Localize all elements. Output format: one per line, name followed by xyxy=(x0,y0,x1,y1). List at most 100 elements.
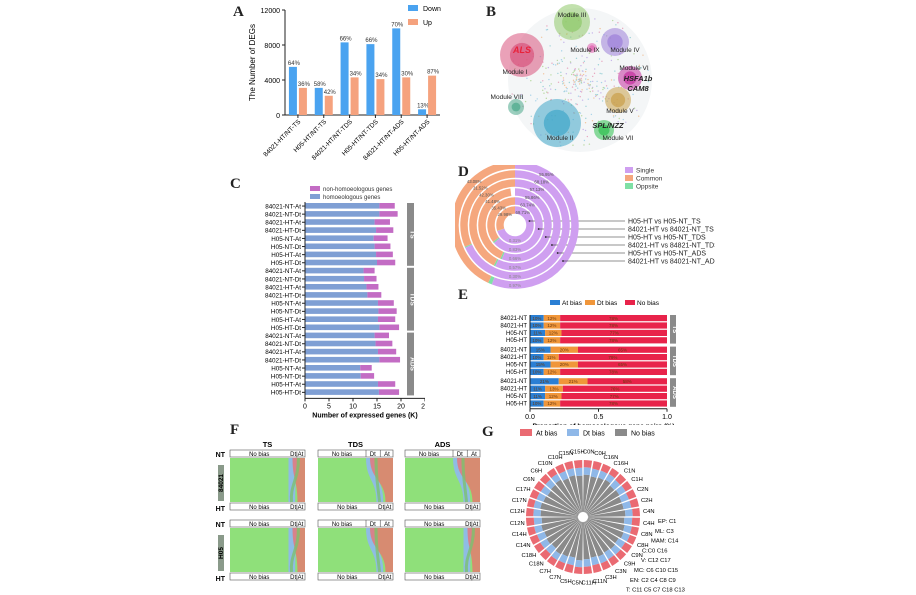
gene-label: SPL/NZZ xyxy=(592,121,624,130)
bar-up xyxy=(324,95,333,115)
y-tick-label: 84021-HT-Dt xyxy=(265,228,301,235)
network-node xyxy=(612,19,614,22)
x-tick-label: 20 xyxy=(397,403,405,410)
network-node xyxy=(600,92,602,94)
network-node xyxy=(520,95,522,97)
bar-segment-at-bias xyxy=(530,400,544,407)
legend-swatch xyxy=(310,186,320,191)
network-node xyxy=(565,86,567,89)
legend-label: Down xyxy=(423,6,441,13)
bar-value-label: 79% xyxy=(608,355,617,360)
category-label: C11N xyxy=(593,579,607,585)
network-node xyxy=(530,80,532,82)
bar-segment-no-bias xyxy=(560,337,667,344)
radial-bar-at-bias xyxy=(555,560,566,571)
module-core xyxy=(543,109,571,137)
module-label: Module II xyxy=(547,135,574,142)
category-label: C3N xyxy=(615,569,627,575)
bar-down xyxy=(366,44,375,115)
network-node xyxy=(542,85,544,88)
network-node xyxy=(577,78,580,81)
network-node xyxy=(584,122,587,124)
network-node xyxy=(571,86,574,88)
node-label-dt: Dt xyxy=(457,452,463,458)
network-node xyxy=(576,87,579,89)
category-label: C15N xyxy=(559,451,574,457)
ring-label: 84021-HT vs 84021-NT_ADS xyxy=(628,259,715,266)
bar-segment xyxy=(305,243,375,250)
x-tick-label: 0.5 xyxy=(594,414,604,421)
category-label: C16N xyxy=(603,455,618,461)
panel-e-stacked-bar-chart: At bias Dt bias No bias 10% 12% 78% 84021-NT 10… xyxy=(500,300,677,425)
leader-dot xyxy=(528,220,531,222)
bar-segment-at-bias xyxy=(530,337,544,344)
radial-bar-dt-bias xyxy=(545,544,556,555)
legend-swatch xyxy=(520,429,532,436)
top-node-bar xyxy=(229,519,306,528)
bar-value-label: 15% xyxy=(536,362,545,367)
radial-bar-at-bias xyxy=(600,463,611,474)
y-tick-label: 84021-NT xyxy=(500,379,527,385)
radial-bar-no-bias xyxy=(555,479,581,514)
network-node xyxy=(554,64,557,66)
network-node xyxy=(524,100,527,103)
category-label: C16H xyxy=(613,461,628,467)
gene-label: HSFA1b xyxy=(624,74,653,83)
category-label: C8N xyxy=(641,532,653,538)
node-label-no-bias: No bias xyxy=(332,452,352,458)
category-label: C12H xyxy=(510,509,525,515)
network-node xyxy=(596,40,598,42)
panel-label-e: E xyxy=(458,287,469,303)
y-tick-label: H05-HT-At xyxy=(271,317,301,324)
network-node xyxy=(610,79,613,81)
category-label: C2H xyxy=(641,498,653,504)
network-node xyxy=(614,70,616,72)
x-tick-label: 0 xyxy=(303,403,307,410)
network-node xyxy=(588,143,591,145)
legend-swatch xyxy=(615,429,627,436)
row-group-bar xyxy=(218,535,224,571)
network-node xyxy=(615,24,617,26)
top-node-bar xyxy=(404,519,481,528)
bar-value-label: 12% xyxy=(547,370,556,375)
bar-segment xyxy=(305,324,380,331)
bar-value-label: 76% xyxy=(610,386,619,391)
bar-value-label: 12% xyxy=(547,401,556,406)
bar-value-label: 66% xyxy=(340,36,353,42)
network-node xyxy=(583,139,586,142)
node-label-no-bias: No bias xyxy=(424,505,444,511)
radial-bar-dt-bias xyxy=(540,538,551,549)
network-node xyxy=(579,79,581,81)
bar-up xyxy=(376,79,385,115)
single-pct-label: 69.71% xyxy=(516,210,531,215)
radial-bar-at-bias xyxy=(629,498,639,508)
network-node xyxy=(545,29,548,31)
network-node xyxy=(556,59,559,62)
network-node xyxy=(580,79,583,81)
category-label: C11H xyxy=(582,581,596,587)
leader-dot xyxy=(537,228,540,230)
module-label: Module VIII xyxy=(491,94,524,101)
flow-cross xyxy=(374,457,381,503)
network-node xyxy=(598,58,601,60)
network-node xyxy=(529,94,532,96)
bar-segment xyxy=(305,300,378,306)
ring-segment-common xyxy=(496,206,516,231)
node-label-no-bias: No bias xyxy=(332,522,352,528)
bar-segment xyxy=(363,267,375,274)
radial-bar-no-bias xyxy=(562,521,582,557)
group-bar xyxy=(670,378,676,407)
node-label-dt: Dt xyxy=(370,522,376,528)
flow-cross xyxy=(289,527,300,573)
y-tick-label: 8000 xyxy=(264,43,280,50)
network-node xyxy=(589,90,591,93)
legend-label: At bias xyxy=(536,431,558,438)
network-node xyxy=(574,89,576,91)
network-node xyxy=(550,83,552,85)
node-label-no-bias: No bias xyxy=(249,575,269,581)
network-node xyxy=(575,78,578,80)
bar-segment-dt-bias xyxy=(545,329,562,336)
network-node xyxy=(633,53,635,55)
bar-value-label: 12% xyxy=(547,323,556,328)
bar-segment xyxy=(305,219,375,225)
